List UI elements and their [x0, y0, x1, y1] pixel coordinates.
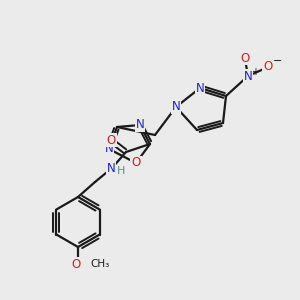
Text: O: O — [131, 157, 141, 169]
Text: CH₃: CH₃ — [90, 259, 109, 269]
Text: N: N — [196, 82, 204, 94]
Text: O: O — [106, 134, 116, 146]
Text: N: N — [105, 142, 113, 155]
Text: N: N — [172, 100, 180, 113]
Text: N: N — [106, 161, 116, 175]
Text: O: O — [240, 52, 250, 64]
Text: +: + — [251, 67, 259, 77]
Text: −: − — [273, 56, 283, 66]
Text: N: N — [136, 118, 144, 131]
Text: O: O — [263, 61, 273, 74]
Text: H: H — [117, 166, 125, 176]
Text: N: N — [244, 70, 252, 83]
Text: O: O — [71, 257, 81, 271]
